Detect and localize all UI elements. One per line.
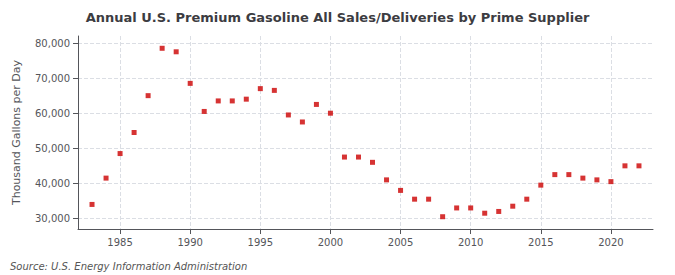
svg-text:1990: 1990 <box>177 237 202 248</box>
svg-text:Annual U.S. Premium Gasoline A: Annual U.S. Premium Gasoline All Sales/D… <box>86 10 590 25</box>
svg-text:50,000: 50,000 <box>35 143 70 154</box>
svg-text:Thousand Gallons per Day: Thousand Gallons per Day <box>10 59 23 206</box>
svg-text:2005: 2005 <box>388 237 413 248</box>
svg-text:2000: 2000 <box>318 237 343 248</box>
svg-text:80,000: 80,000 <box>35 38 70 49</box>
svg-text:Source: U.S. Energy Informatio: Source: U.S. Energy Information Administ… <box>10 261 247 272</box>
svg-text:70,000: 70,000 <box>35 73 70 84</box>
svg-text:1995: 1995 <box>248 237 273 248</box>
svg-text:2020: 2020 <box>598 237 623 248</box>
svg-text:2010: 2010 <box>458 237 483 248</box>
svg-text:2015: 2015 <box>528 237 553 248</box>
svg-text:60,000: 60,000 <box>35 108 70 119</box>
svg-text:1985: 1985 <box>107 237 132 248</box>
svg-text:40,000: 40,000 <box>35 178 70 189</box>
svg-text:30,000: 30,000 <box>35 213 70 224</box>
